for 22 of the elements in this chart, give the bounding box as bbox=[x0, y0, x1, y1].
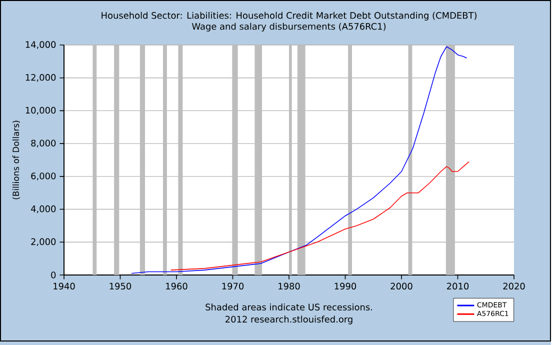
x-tick-label: 2020 bbox=[503, 282, 525, 290]
text: 2012 research.stlouisfed.org bbox=[226, 316, 352, 324]
y-axis-title: (Billions of Dollars) bbox=[12, 120, 20, 200]
y-tick-label: 2,000 bbox=[31, 238, 56, 246]
chart-subtitle: Wage and salary disbursements (A576RC1) bbox=[192, 22, 386, 32]
y-tick-label: 12,000 bbox=[26, 74, 56, 82]
x-tick-label: 1990 bbox=[334, 282, 356, 290]
x-tick-label: 1960 bbox=[166, 282, 188, 290]
y-tick-label: 4,000 bbox=[30, 205, 56, 214]
y-tick-label: 0 bbox=[51, 272, 56, 278]
x-tick-label: 2000 bbox=[390, 282, 412, 290]
chart-title: Household Sector: Liabilities: Household Credit Market Debt Outstanding (CMDEBT) bbox=[102, 12, 476, 21]
x-tick-label: 1970 bbox=[222, 282, 244, 290]
y-tick-label: 14,000 bbox=[26, 41, 56, 49]
x-tick-label: 1980 bbox=[278, 282, 300, 290]
x-tick-label: 1940 bbox=[54, 282, 75, 290]
x-tick-label: 2010 bbox=[446, 282, 469, 290]
x-tick-label: 1950 bbox=[110, 282, 132, 290]
y-tick-label: 10,000 bbox=[26, 106, 56, 115]
text: Shaded areas indicate US recessions. bbox=[206, 304, 372, 310]
y-tick-label: 6,000 bbox=[31, 172, 56, 180]
y-tick-label: 8,000 bbox=[31, 140, 56, 148]
